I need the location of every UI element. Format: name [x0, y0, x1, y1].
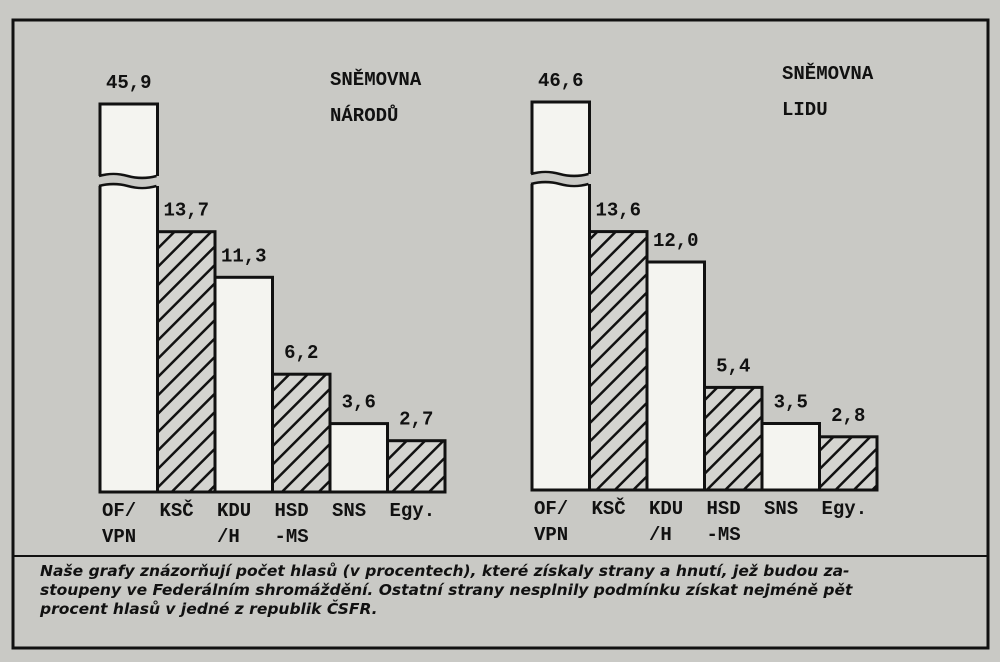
break-line	[98, 182, 157, 190]
chart-title: SNĚMOVNA NÁRODŮ	[330, 69, 422, 127]
x-tick-label: KDU /H	[649, 498, 684, 546]
axis-break	[97, 176, 161, 186]
frame	[11, 18, 990, 650]
axis-break	[529, 174, 593, 184]
value-label: 3,5	[774, 392, 808, 414]
bar	[156, 230, 217, 494]
value-label: 3,6	[342, 392, 376, 414]
value-label: 11,3	[221, 245, 267, 267]
value-label: 13,6	[595, 200, 641, 222]
x-tick-label: KSČ	[159, 500, 194, 522]
chart-title: SNĚMOVNA LIDU	[782, 63, 874, 121]
x-tick-label: HSD -MS	[274, 500, 309, 548]
x-tick-label: KSČ	[591, 498, 626, 520]
x-tick-label: KDU /H	[217, 500, 252, 548]
value-label: 5,4	[716, 355, 750, 377]
value-label: 45,9	[106, 72, 152, 94]
break-line	[530, 180, 589, 188]
bar	[588, 230, 649, 492]
value-label: 13,7	[163, 200, 209, 222]
x-tick-label: OF/ VPN	[102, 500, 137, 548]
value-label: 46,6	[538, 70, 584, 92]
value-label: 2,8	[831, 405, 865, 427]
bar	[386, 439, 447, 494]
x-tick-label: Egy.	[821, 498, 868, 520]
bar	[645, 260, 706, 492]
bar	[760, 422, 821, 492]
caption: Naše grafy znázorňují počet hlasů (v pro…	[40, 562, 853, 618]
value-label: 12,0	[653, 230, 699, 252]
break-line	[98, 172, 157, 180]
x-tick-label: OF/ VPN	[534, 498, 569, 546]
x-tick-label: Egy.	[389, 500, 436, 522]
bar	[703, 385, 764, 492]
x-tick-label: SNS	[764, 498, 799, 520]
bar	[213, 275, 274, 494]
bar	[818, 435, 879, 492]
bar	[271, 372, 332, 494]
value-label: 2,7	[399, 409, 433, 431]
x-tick-label: SNS	[332, 500, 367, 522]
x-tick-label: HSD -MS	[706, 498, 741, 546]
value-label: 6,2	[284, 342, 318, 364]
bar	[98, 102, 159, 494]
bar	[328, 422, 389, 494]
break-line	[530, 170, 589, 178]
bar	[530, 100, 591, 492]
